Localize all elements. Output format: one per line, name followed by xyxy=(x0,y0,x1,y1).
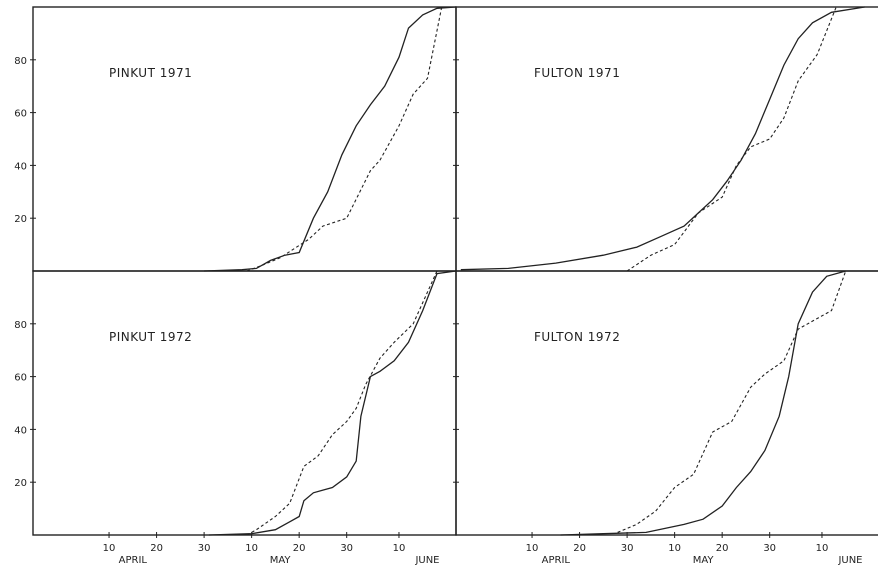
month-label: JUNE xyxy=(414,555,439,565)
panel-pinkut-1971: 20 40 60 80 PINKUT 1971 xyxy=(14,6,457,272)
x-tick-label: 30 xyxy=(198,543,211,554)
panels: 20 40 60 80 PINKUT 1971 FULTON 1971 20 40 60 80 PI… xyxy=(14,6,878,536)
series-line-solid xyxy=(208,270,457,536)
y-tick-label: 20 xyxy=(14,214,27,225)
y-tick-label: 80 xyxy=(14,56,27,67)
x-tick-label: 30 xyxy=(340,543,353,554)
y-tick-label: 60 xyxy=(14,109,27,120)
y-tick-label: 40 xyxy=(14,161,27,172)
x-tick-label: 20 xyxy=(716,543,729,554)
x-tick-label: 10 xyxy=(103,543,116,554)
panel-pinkut-1972: 20 40 60 80 PINKUT 1972 xyxy=(14,270,457,536)
month-label: APRIL xyxy=(119,555,148,565)
panel-frame xyxy=(32,270,457,536)
y-tick-label: 20 xyxy=(14,478,27,489)
series-line-dashed xyxy=(626,6,837,272)
series-line-solid xyxy=(460,6,865,271)
panel-fulton-1972: FULTON 1972 xyxy=(453,270,878,536)
x-tick-label: 10 xyxy=(816,543,829,554)
y-tick-label: 40 xyxy=(14,425,27,436)
month-label: MAY xyxy=(270,555,292,565)
x-tick-label: 20 xyxy=(573,543,586,554)
x-tick-label: 10 xyxy=(245,543,258,554)
y-tick-label: 80 xyxy=(14,320,27,331)
x-tick-label: 30 xyxy=(763,543,776,554)
month-label: JUNE xyxy=(837,555,862,565)
y-tick-label: 60 xyxy=(14,373,27,384)
month-label: APRIL xyxy=(542,555,571,565)
series-line-dashed xyxy=(246,270,438,536)
x-tick-label: 30 xyxy=(621,543,634,554)
panel-frame xyxy=(455,6,878,272)
panel-frame xyxy=(455,270,878,536)
x-tick-label: 20 xyxy=(293,543,306,554)
panel-fulton-1971: FULTON 1971 xyxy=(453,6,878,272)
month-label: MAY xyxy=(693,555,715,565)
panel-title: FULTON 1971 xyxy=(534,66,620,80)
x-tick-label: 10 xyxy=(393,543,406,554)
series-line-dashed xyxy=(246,6,443,272)
x-tick-label: 20 xyxy=(150,543,163,554)
panel-frame xyxy=(32,6,457,272)
panel-title: PINKUT 1972 xyxy=(109,330,192,344)
series-line-solid xyxy=(204,6,457,272)
panel-title: FULTON 1972 xyxy=(534,330,620,344)
panel-title: PINKUT 1971 xyxy=(109,66,192,80)
x-tick-label: 10 xyxy=(668,543,681,554)
series-line-solid xyxy=(560,270,846,536)
x-tick-label: 10 xyxy=(526,543,539,554)
